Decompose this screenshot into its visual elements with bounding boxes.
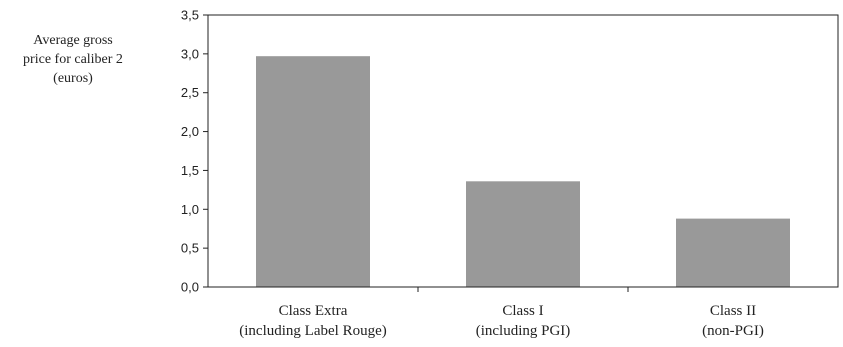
bars	[256, 56, 790, 288]
y-axis-label-line: (euros)	[53, 71, 93, 86]
bar	[256, 56, 370, 288]
y-tick-label: 1,0	[181, 202, 199, 217]
category-label-line: Class II	[710, 303, 756, 319]
y-axis-label-line: price for caliber 2	[23, 52, 123, 67]
y-axis-label: Average gross price for caliber 2 (euros)	[23, 33, 123, 86]
category-label-line: (non-PGI)	[702, 323, 764, 339]
y-tick-label: 2,5	[181, 85, 199, 100]
y-tick-label: 0,5	[181, 241, 199, 256]
y-axis-label-line: Average gross	[33, 33, 112, 48]
y-tick-label: 3,5	[181, 8, 199, 23]
y-tick-label: 2,0	[181, 124, 199, 139]
category-label-line: (including PGI)	[476, 323, 571, 339]
x-axis-categories: Class Extra (including Label Rouge) Class …	[239, 287, 764, 339]
y-tick-label: 3,0	[181, 46, 199, 61]
plot-area-frame	[207, 14, 839, 288]
category-label-line: Class Extra	[279, 303, 348, 319]
bar	[466, 181, 580, 287]
y-tick-label: 0,0	[181, 280, 199, 295]
bar	[676, 218, 790, 287]
y-tick-label: 1,5	[181, 163, 199, 178]
category-label-line: Class I	[502, 303, 543, 319]
category-label-line: (including Label Rouge)	[239, 323, 386, 339]
y-axis-ticks: 0,0 0,5 1,0 1,5 2,0 2,5 3,0 3,5	[181, 8, 208, 295]
